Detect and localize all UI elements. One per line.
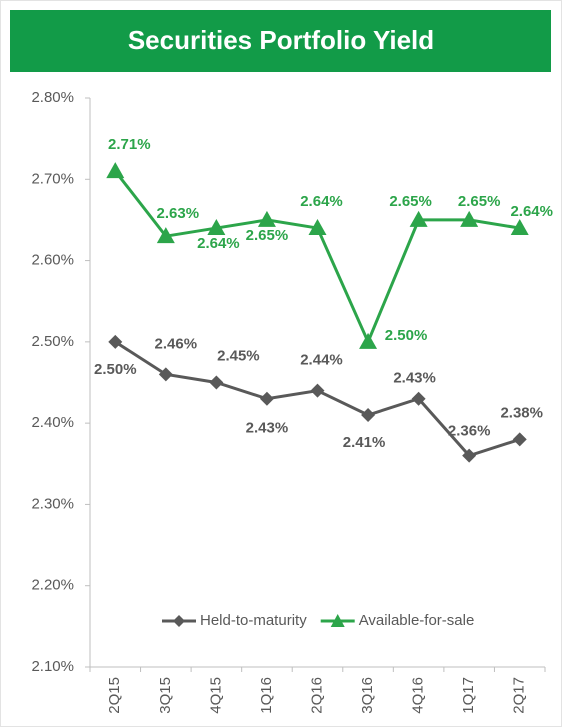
x-tick-label: 2Q17 [511,677,528,714]
marker [257,210,276,227]
data-label: 2.41% [343,434,386,451]
marker [158,367,173,382]
x-tick-label: 2Q15 [106,677,123,714]
data-label: 2.46% [155,335,198,352]
x-tick-label: 1Q16 [258,677,275,714]
data-label: 2.50% [94,361,137,378]
data-label: 2.71% [108,136,151,153]
marker [510,219,529,236]
legend-marker [173,615,185,627]
title-bar [10,10,551,72]
y-tick-label: 2.80% [31,89,74,106]
marker [259,391,274,406]
marker [359,332,378,349]
marker [209,375,224,390]
data-label: 2.64% [300,193,343,210]
data-label: 2.43% [246,420,289,437]
legend-marker [330,614,345,627]
x-tick-label: 3Q16 [359,677,376,714]
data-label: 2.36% [448,423,491,440]
data-label: 2.64% [510,203,553,220]
data-label: 2.44% [300,352,343,369]
data-label: 2.65% [389,193,432,210]
data-label: 2.50% [385,327,428,344]
marker [106,162,125,179]
marker [156,227,175,244]
marker [409,210,428,227]
marker [308,219,327,236]
y-tick-label: 2.20% [31,577,74,594]
x-tick-label: 4Q16 [410,677,427,714]
y-tick-label: 2.10% [31,658,74,675]
y-tick-label: 2.50% [31,333,74,350]
y-tick-label: 2.30% [31,495,74,512]
marker [462,448,477,463]
marker [512,432,527,447]
marker [310,383,325,398]
x-tick-label: 1Q17 [460,677,477,714]
legend-label: Available-for-sale [359,612,475,629]
chart-title: Securities Portfolio Yield [128,25,434,55]
x-tick-label: 2Q16 [308,677,325,714]
y-tick-label: 2.70% [31,170,74,187]
data-label: 2.45% [217,347,260,364]
data-label: 2.65% [458,193,501,210]
y-tick-label: 2.60% [31,252,74,269]
marker [460,210,479,227]
marker [108,334,123,349]
y-tick-label: 2.40% [31,414,74,431]
marker [207,219,226,236]
marker [361,408,376,423]
data-label: 2.64% [197,235,240,252]
marker [411,391,426,406]
legend-label: Held-to-maturity [200,612,307,629]
data-label: 2.65% [246,227,289,244]
data-label: 2.38% [500,404,543,421]
x-tick-label: 3Q15 [157,677,174,714]
data-label: 2.63% [157,205,200,222]
data-label: 2.43% [393,370,436,387]
x-tick-label: 4Q15 [207,677,224,714]
